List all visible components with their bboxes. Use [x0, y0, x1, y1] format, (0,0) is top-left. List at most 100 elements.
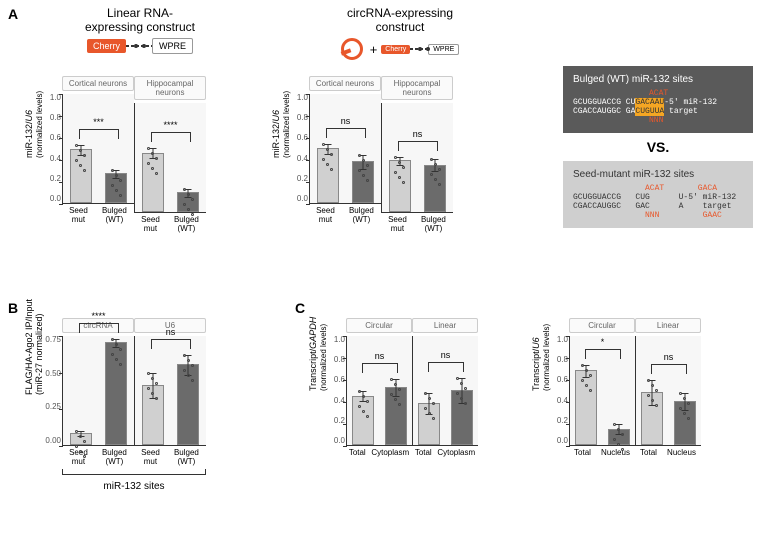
plot-area: ns	[412, 336, 478, 446]
facet-title: Circular	[569, 318, 635, 333]
data-points	[452, 376, 472, 406]
sig-label: ns	[413, 350, 478, 360]
facet: Hippocampal neurons **** SeedmutBulged(WT)	[134, 76, 206, 234]
plot-area: 1.00.80.60.40.20.0ns	[346, 336, 412, 446]
bar	[385, 387, 407, 445]
bar	[674, 401, 696, 445]
bar	[142, 153, 164, 212]
facet: Circular1.00.80.60.40.20.0nsTotalCytopla…	[346, 318, 412, 458]
plot-area: ns	[381, 103, 453, 213]
bar	[389, 160, 411, 212]
bar	[177, 364, 199, 445]
facet-title: Linear	[412, 318, 478, 333]
plus-icon: +	[370, 42, 378, 57]
sig-label: ****	[63, 311, 134, 321]
facet: Cortical neurons1.00.80.60.40.20.0nsSeed…	[309, 76, 381, 234]
facet-title: Cortical neurons	[309, 76, 381, 91]
plot-area: ns	[635, 336, 701, 446]
chart-a-linear: miR-132/U6(normalized levels)Cortical ne…	[28, 70, 206, 234]
data-points	[609, 422, 629, 452]
x-labels: TotalCytoplasm	[412, 449, 478, 458]
bulged-top: ACAT	[649, 89, 743, 98]
y-ticks: 1.00.80.60.40.20.0	[41, 94, 61, 203]
x-labels: SeedmutBulged(WT)	[62, 207, 134, 225]
panel-a-linear: Linear RNA-expressing construct Cherry W…	[40, 6, 240, 54]
sig-label: ****	[135, 120, 206, 130]
panel-c-label: C	[295, 300, 305, 316]
facet-wrap: Circular1.00.80.60.40.20.0*TotalNucleusL…	[569, 318, 701, 458]
chart-a-circular: miR-132/U6(normalized levels)Cortical ne…	[275, 70, 453, 234]
linker-icon	[126, 45, 152, 47]
sig-bracket	[79, 323, 119, 333]
data-points	[143, 371, 163, 401]
x-labels: SeedmutBulged(WT)	[134, 216, 206, 234]
sig-bracket	[362, 363, 399, 373]
sig-label: ns	[382, 129, 453, 139]
facet-wrap: Cortical neurons1.00.80.60.40.20.0nsSeed…	[309, 76, 453, 234]
chart-b: FLAG/HA-Ago2 IP/Input(miR-27 normalized)…	[28, 312, 206, 492]
data-points	[71, 143, 91, 173]
panel-b-label: B	[8, 300, 18, 316]
bar	[105, 342, 127, 445]
data-points	[419, 391, 439, 421]
chart-row: Transcript/U6(normalized levels)Circular…	[535, 312, 701, 458]
chart-row: FLAG/HA-Ago2 IP/Input(miR-27 normalized)…	[28, 312, 206, 467]
y-ticks: 1.00.80.60.40.20.0	[548, 336, 568, 445]
sig-label: ns	[310, 116, 381, 126]
y-ticks: 0.750.500.250.00	[41, 336, 61, 445]
sig-label: ns	[135, 327, 206, 337]
data-points	[675, 391, 695, 421]
bar	[70, 433, 92, 445]
linker-icon2	[410, 48, 428, 50]
bulged-line2: CGACCAUGGC GACUGUUA target	[573, 107, 743, 116]
cherry-badge2: Cherry	[381, 45, 410, 54]
facet: Linear ns TotalCytoplasm	[412, 318, 478, 458]
facet-title: Linear	[635, 318, 701, 333]
data-points	[425, 157, 445, 187]
mutant-seq-box: Seed-mutant miR-132 sites ACAT GACA GCUG…	[563, 161, 753, 228]
bulged-bot: NNN	[649, 116, 743, 125]
facet-wrap: Cortical neurons1.00.80.60.40.20.0***See…	[62, 76, 206, 234]
sig-bracket	[151, 339, 191, 349]
facet-title: Hippocampal neurons	[381, 76, 453, 100]
bar	[424, 165, 446, 212]
bulged-title: Bulged (WT) miR-132 sites	[573, 74, 743, 85]
data-points	[576, 363, 596, 393]
bar	[352, 396, 374, 446]
bar	[177, 192, 199, 212]
panel-a-label: A	[8, 6, 18, 22]
sig-label: ns	[347, 351, 412, 361]
plot-area: 1.00.80.60.40.20.0ns	[309, 94, 381, 204]
sig-bracket	[326, 128, 366, 138]
chart-c1: Transcript/GAPDH(normalized levels)Circu…	[312, 312, 478, 458]
data-points	[106, 337, 126, 367]
facet: Circular1.00.80.60.40.20.0*TotalNucleus	[569, 318, 635, 458]
bar	[451, 390, 473, 445]
y-ticks: 1.00.80.60.40.20.0	[325, 336, 345, 445]
facet: Hippocampal neuronsnsSeedmutBulged(WT)	[381, 76, 453, 234]
facet: Cortical neurons 1.00.80.60.40.20.0*** See…	[62, 76, 134, 234]
vs-label: VS.	[563, 139, 753, 155]
plot-area: ****	[134, 103, 206, 213]
plot-area: 1.00.80.60.40.20.0*	[569, 336, 635, 446]
data-points	[642, 378, 662, 408]
linear-construct-icon: Cherry WPRE	[40, 38, 240, 54]
facet: Linear ns TotalNucleus	[635, 318, 701, 458]
x-labels: TotalNucleus	[635, 449, 701, 458]
circ-construct-icon: + Cherry WPRE	[285, 38, 515, 60]
facet: U6nsSeedmutBulged(WT)	[134, 318, 206, 467]
facet-title: Cortical neurons	[62, 76, 134, 91]
sig-bracket	[585, 349, 622, 359]
bar	[142, 385, 164, 445]
sig-bracket	[428, 362, 465, 372]
sig-bracket	[651, 364, 688, 374]
facet-wrap: Circular1.00.80.60.40.20.0nsTotalCytopla…	[346, 318, 478, 458]
panel-b-bottom-label: miR-132 sites	[62, 481, 206, 492]
bar	[105, 173, 127, 203]
facet-title: Hippocampal neurons	[134, 76, 206, 100]
plot-area: 1.00.80.60.40.20.0***	[62, 94, 134, 204]
sig-bracket	[151, 132, 191, 142]
mutant-line2: CGACCAUGGC GAC A target	[573, 202, 743, 211]
facet: circRNA0.750.500.250.00****SeedmutBulged…	[62, 318, 134, 467]
data-points	[390, 155, 410, 185]
